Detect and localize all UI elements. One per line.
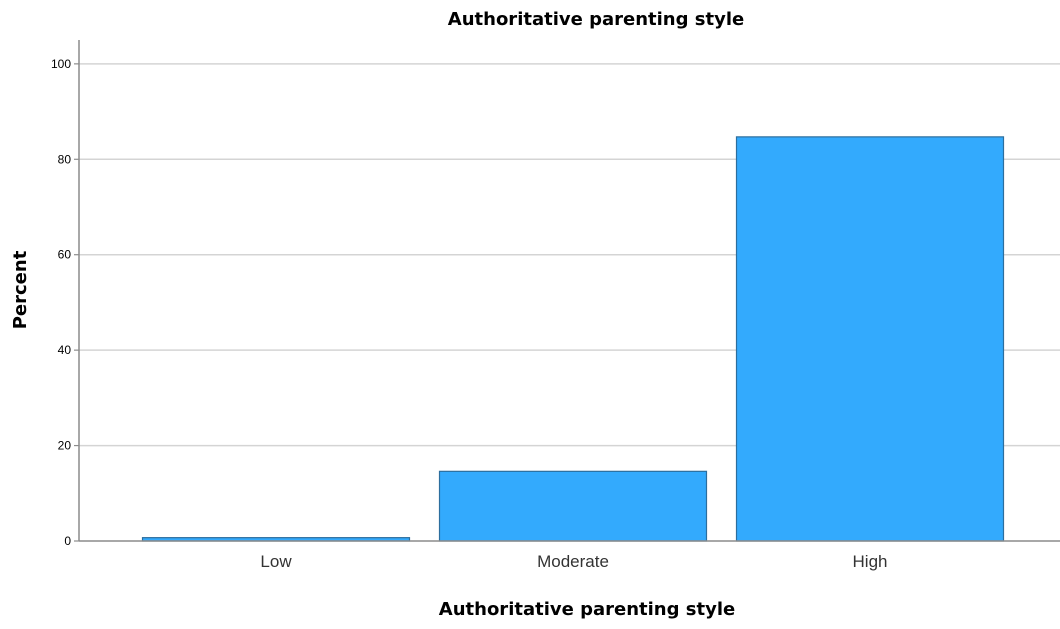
x-tick-label-low: Low	[260, 552, 292, 571]
y-tick-label: 40	[58, 343, 72, 357]
x-axis-ticks: Low Moderate High	[260, 552, 887, 571]
bar-high	[735, 136, 1005, 542]
bar-moderate	[438, 470, 708, 542]
bars	[141, 136, 1005, 542]
x-tick-label-high: High	[853, 552, 888, 571]
chart-title: Authoritative parenting style	[448, 9, 744, 30]
y-tick-label: 20	[58, 439, 72, 453]
x-tick-label-moderate: Moderate	[537, 552, 609, 571]
y-axis-ticks: 0 20 40 60 80 100	[51, 57, 79, 548]
y-axis-title: Percent	[10, 250, 31, 329]
y-tick-label: 100	[51, 57, 71, 71]
y-tick-label: 0	[64, 534, 71, 548]
y-tick-label: 60	[58, 248, 72, 262]
x-axis-title: Authoritative parenting style	[439, 599, 735, 620]
y-tick-label: 80	[58, 152, 72, 166]
